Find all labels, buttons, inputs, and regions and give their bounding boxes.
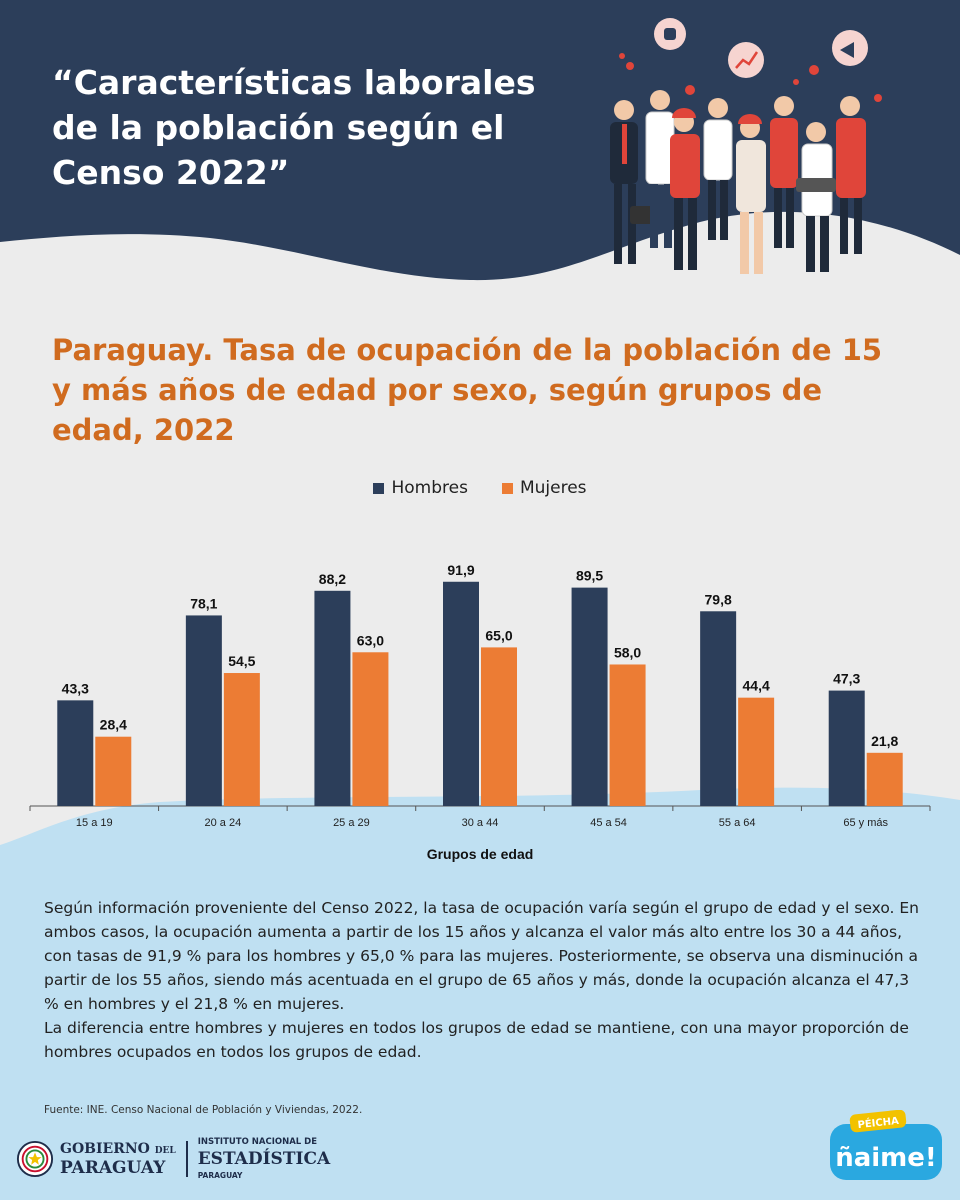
badge-main-text: ñaime!	[835, 1143, 937, 1173]
gov-line2: PARAGUAY	[60, 1158, 166, 1178]
chart-legend: Hombres Mujeres	[0, 478, 960, 498]
chart-title-line: edad, 2022	[52, 413, 235, 447]
bar-hombres-4	[443, 581, 479, 806]
bar-hombres-5	[571, 587, 608, 806]
bar-hombres-3	[314, 590, 351, 806]
description-paragraph: Según información proveniente del Censo …	[44, 899, 920, 1013]
icon-bubble-chart	[728, 42, 764, 78]
description-text: Según información proveniente del Censo …	[44, 896, 924, 1064]
bar-mujeres-3	[352, 652, 389, 806]
footer-logos: GOBIERNO DEL PARAGUAY INSTITUTO NACIONAL…	[16, 1137, 330, 1181]
workers-illustration	[610, 18, 882, 274]
data-label-hombres: 89,5	[576, 568, 603, 584]
bar-hombres-1	[57, 700, 94, 806]
worker-baker	[796, 122, 836, 272]
header-title-line: Censo 2022”	[52, 153, 290, 192]
worker-woman-engineer	[736, 114, 766, 274]
header-title-line: de la población según el	[52, 108, 505, 147]
header-title: “Características laborales de la poblaci…	[52, 60, 572, 195]
x-tick-label: 55 a 64	[719, 817, 756, 829]
gobierno-logo: GOBIERNO DEL PARAGUAY	[60, 1141, 176, 1177]
worker-businessman	[610, 100, 656, 264]
data-label-hombres: 78,1	[190, 595, 217, 611]
bar-mujeres-2	[223, 673, 260, 806]
bar-hombres-2	[185, 615, 222, 806]
legend-swatch-mujeres	[501, 482, 513, 494]
worker-builder	[670, 108, 700, 270]
data-label-mujeres: 63,0	[357, 632, 384, 648]
data-label-mujeres: 54,5	[228, 653, 255, 669]
logo-divider	[185, 1141, 188, 1177]
bar-hombres-6	[700, 611, 737, 806]
x-tick-label: 65 y más	[843, 817, 888, 829]
worker-woman-red	[836, 96, 866, 254]
x-tick-label: 15 a 19	[76, 817, 113, 829]
data-label-mujeres: 58,0	[614, 644, 641, 660]
source-note: Fuente: INE. Censo Nacional de Población…	[44, 1104, 363, 1116]
data-label-hombres: 43,3	[62, 680, 89, 696]
x-tick-label: 25 a 29	[333, 817, 370, 829]
legend-label: Hombres	[391, 478, 468, 498]
bar-mujeres-6	[738, 697, 775, 806]
data-label-mujeres: 28,4	[100, 717, 127, 733]
data-label-mujeres: 65,0	[485, 627, 512, 643]
bar-hombres-7	[828, 690, 865, 806]
legend-item-hombres: Hombres	[373, 478, 468, 498]
worker-nurse	[703, 98, 733, 240]
chart-title: Paraguay. Tasa de ocupación de la poblac…	[52, 330, 902, 450]
legend-item-mujeres: Mujeres	[501, 478, 587, 498]
badge-top-text: PÉICHA	[857, 1114, 900, 1131]
worker-doctor	[645, 90, 675, 248]
header-title-line: “Características laborales	[52, 63, 536, 102]
data-label-hombres: 79,8	[705, 591, 732, 607]
bar-mujeres-5	[609, 664, 646, 806]
data-label-mujeres: 21,8	[871, 733, 898, 749]
gov-line1: GOBIERNO	[60, 1141, 150, 1157]
x-tick-label: 45 a 54	[590, 817, 627, 829]
ine-line2: ESTADÍSTICA	[197, 1149, 331, 1169]
data-label-hombres: 88,2	[319, 571, 346, 587]
ine-logo: INSTITUTO NACIONAL DE ESTADÍSTICA PARAGU…	[198, 1136, 330, 1182]
chart-title-line: Paraguay. Tasa de ocupación de la poblac…	[52, 333, 883, 367]
data-label-hombres: 91,9	[447, 562, 474, 578]
worker-office	[770, 96, 798, 248]
x-axis-title: Grupos de edad	[426, 846, 534, 862]
description-paragraph: La diferencia entre hombres y mujeres en…	[44, 1019, 909, 1061]
x-tick-label: 30 a 44	[462, 817, 499, 829]
data-label-hombres: 47,3	[833, 671, 860, 687]
peicha-naime-badge: PÉICHA ñaime!	[830, 1110, 942, 1180]
bar-mujeres-1	[95, 736, 132, 806]
bar-chart: 43,3 28,4 15 a 19 78,1 54,5 20 a 24 88,2 63,0 25…	[29, 562, 931, 829]
ine-line1: INSTITUTO NACIONAL DE	[197, 1137, 318, 1147]
paraguay-seal-icon	[16, 1140, 54, 1178]
legend-label: Mujeres	[519, 478, 587, 498]
icon-bubble-fist	[654, 18, 686, 50]
bar-mujeres-7	[866, 752, 903, 806]
ine-line3: PARAGUAY	[197, 1171, 243, 1180]
icon-bubble-megaphone	[832, 30, 868, 66]
data-label-mujeres: 44,4	[743, 678, 770, 694]
bar-mujeres-4	[481, 647, 517, 806]
legend-swatch-hombres	[373, 482, 385, 494]
x-tick-label: 20 a 24	[205, 817, 242, 829]
gov-line1-small: DEL	[154, 1146, 176, 1156]
chart-title-line: y más años de edad por sexo, según grupo…	[52, 373, 823, 407]
